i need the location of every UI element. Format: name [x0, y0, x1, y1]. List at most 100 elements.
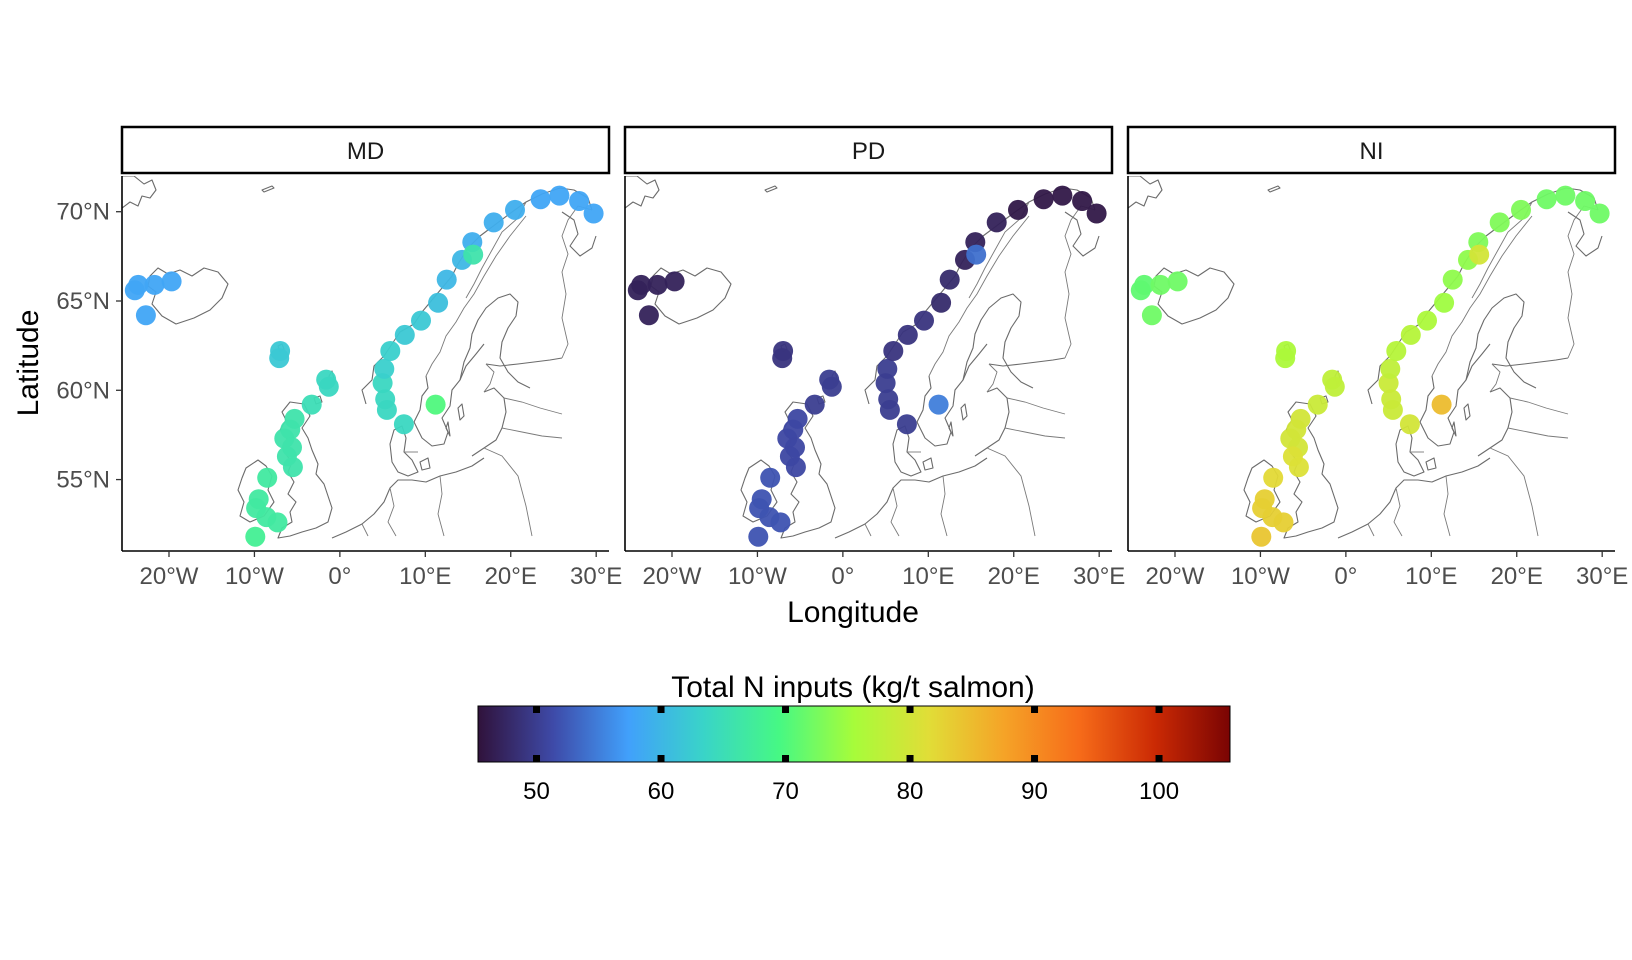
- farm-point: [1052, 185, 1073, 206]
- farm-point: [785, 457, 806, 478]
- legend-tick-mark-bottom: [657, 755, 665, 762]
- x-tick-label: 20°W: [1146, 563, 1205, 590]
- farm-point: [1381, 389, 1402, 410]
- legend-tick-mark-bottom: [533, 755, 541, 762]
- farm-point: [374, 358, 395, 379]
- farm-point: [631, 274, 652, 295]
- farm-point: [896, 414, 917, 435]
- legend-tick-mark-top: [782, 706, 790, 713]
- facet-strip: [1126, 125, 1617, 175]
- farm-point: [549, 185, 570, 206]
- farm-point: [144, 274, 165, 295]
- x-axis-title: Longitude: [787, 596, 919, 629]
- farm-point: [583, 203, 604, 224]
- farm-point: [770, 512, 791, 533]
- farm-point: [569, 191, 590, 211]
- farm-point: [380, 341, 401, 361]
- basemap-outline: [1128, 176, 1603, 539]
- farm-point: [1033, 189, 1054, 210]
- farm-point: [394, 324, 415, 345]
- farm-point: [436, 269, 457, 290]
- y-axis-label: Latitude: [12, 310, 45, 417]
- facet-panels: MD 20°W 10°W 0° 10°E 20°E 30°E 55°N 60°N 65°N 70°N…: [56, 125, 1628, 590]
- legend-tick-label: 90: [1021, 778, 1048, 805]
- facet-strip-label: NI: [1360, 138, 1384, 165]
- farm-point: [1263, 467, 1284, 488]
- farm-point: [128, 274, 149, 295]
- farm-point: [1072, 191, 1093, 211]
- farm-point: [1275, 348, 1296, 369]
- farm-point: [1150, 274, 1171, 295]
- x-tick-label: 0°: [1334, 563, 1357, 590]
- farm-point: [1167, 271, 1188, 292]
- farm-point: [245, 526, 266, 547]
- legend-title: Total N inputs (kg/t salmon): [671, 671, 1034, 704]
- farm-point: [877, 358, 898, 379]
- y-tick-label: 55°N: [56, 467, 110, 494]
- farm-point: [505, 199, 525, 220]
- basemap-outline: [122, 176, 597, 539]
- farm-point: [986, 212, 1007, 233]
- farm-point: [928, 394, 949, 415]
- legend-tick-label: 60: [648, 778, 675, 805]
- farm-point: [1008, 199, 1028, 220]
- farm-point: [463, 244, 484, 265]
- farm-point: [1380, 358, 1401, 379]
- farm-point: [647, 274, 668, 295]
- farm-point: [804, 394, 825, 415]
- farm-point: [883, 341, 904, 361]
- farm-point: [1431, 394, 1452, 415]
- x-tick-label: 10°W: [1231, 563, 1290, 590]
- farm-point: [1536, 189, 1557, 210]
- farm-point: [1399, 414, 1420, 435]
- color-legend: Total N inputs (kg/t salmon) 50 60 70 80 90 1…: [477, 671, 1231, 805]
- farm-point: [664, 271, 685, 292]
- farm-point: [135, 305, 156, 326]
- legend-tick-mark-top: [533, 706, 541, 713]
- y-tick-label: 65°N: [56, 288, 110, 315]
- facet-strip-label: MD: [347, 138, 384, 165]
- farm-point: [375, 389, 396, 410]
- legend-tick-mark-bottom: [1031, 755, 1039, 762]
- legend-tick-label: 100: [1139, 778, 1179, 805]
- farm-point: [1511, 199, 1531, 220]
- farm-point: [1307, 394, 1328, 415]
- x-tick-label: 0°: [328, 563, 351, 590]
- legend-tick-label: 50: [523, 778, 550, 805]
- farm-point: [530, 189, 551, 210]
- x-axis-label: Longitude: [787, 596, 919, 629]
- farm-point: [1288, 457, 1309, 478]
- legend-tick-mark-top: [1031, 706, 1039, 713]
- x-tick-label: 20°W: [643, 563, 702, 590]
- farm-point: [1400, 324, 1421, 345]
- x-tick-label: 0°: [831, 563, 854, 590]
- facet-strip: [623, 125, 1114, 175]
- farm-point: [1386, 341, 1407, 361]
- farm-point: [939, 269, 960, 290]
- legend-ticks: 50 60 70 80 90 100: [523, 706, 1179, 805]
- farm-point: [1575, 191, 1596, 211]
- y-tick-label: 70°N: [56, 199, 110, 226]
- y-tick-label: 60°N: [56, 377, 110, 404]
- farm-point: [897, 324, 918, 345]
- farm-point: [483, 212, 504, 233]
- farm-point: [269, 348, 290, 369]
- map-area: [122, 176, 604, 547]
- farm-point: [282, 457, 303, 478]
- farm-point: [318, 376, 339, 397]
- farm-point: [1324, 376, 1345, 397]
- facet-strip: [120, 125, 611, 175]
- facet-panel-ni: NI 20°W 10°W 0° 10°E 20°E 30°E: [1126, 125, 1628, 590]
- legend-tick-mark-bottom: [906, 755, 914, 762]
- x-tick-label: 10°E: [902, 563, 954, 590]
- farm-point: [638, 305, 659, 326]
- legend-tick-mark-top: [657, 706, 665, 713]
- farm-point: [772, 348, 793, 369]
- farm-point: [914, 310, 934, 331]
- x-tick-label: 30°E: [570, 563, 622, 590]
- legend-tick-mark-bottom: [782, 755, 790, 762]
- facet-panel-pd: PD 20°W 10°W 0° 10°E 20°E 30°E: [623, 125, 1125, 590]
- farm-point: [966, 244, 987, 265]
- farm-point: [1555, 185, 1576, 206]
- facet-panel-md: MD 20°W 10°W 0° 10°E 20°E 30°E 55°N 60°N 65°N 70°N: [56, 125, 622, 590]
